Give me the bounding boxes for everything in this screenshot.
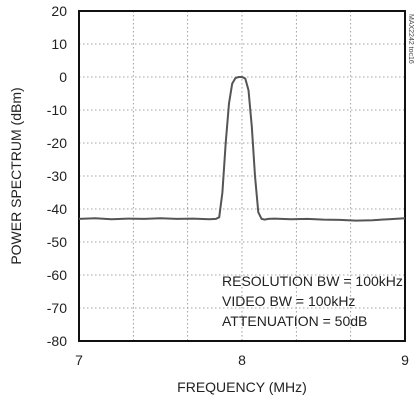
y-tick-label: -60 xyxy=(47,267,67,283)
y-tick-label: 20 xyxy=(51,3,67,19)
y-tick-label: -70 xyxy=(47,300,67,316)
annotation-line: VIDEO BW = 100kHz xyxy=(222,293,355,309)
y-tick-label: 10 xyxy=(51,36,67,52)
annotation-line: ATTENUATION = 50dB xyxy=(222,313,367,329)
power-spectrum-line xyxy=(78,76,406,222)
y-tick-label: -40 xyxy=(47,201,67,217)
plot-frame xyxy=(78,10,406,342)
x-axis-title: FREQUENCY (MHz) xyxy=(177,379,307,395)
y-tick-label: -10 xyxy=(47,102,67,118)
y-tick-label: 0 xyxy=(59,69,67,85)
x-tick-label: 8 xyxy=(238,352,246,368)
x-tick-label: 7 xyxy=(75,352,83,368)
tick-labels: 20 10 0 -10 -20 -30 -40 -50 -60 -70 -80 7 8 9 xyxy=(47,3,409,368)
y-tick-label: -80 xyxy=(47,333,67,349)
figure-id-label: MAX2242 toc16 xyxy=(407,14,414,64)
annotations: RESOLUTION BW = 100kHz VIDEO BW = 100kHz A… xyxy=(222,273,403,329)
y-tick-label: -50 xyxy=(47,234,67,250)
y-tick-label: -20 xyxy=(47,135,67,151)
annotation-line: RESOLUTION BW = 100kHz xyxy=(222,273,403,289)
y-axis-title: POWER SPECTRUM (dBm) xyxy=(8,87,24,264)
grid xyxy=(79,11,405,341)
y-tick-label: -30 xyxy=(47,168,67,184)
x-tick-label: 9 xyxy=(401,352,409,368)
